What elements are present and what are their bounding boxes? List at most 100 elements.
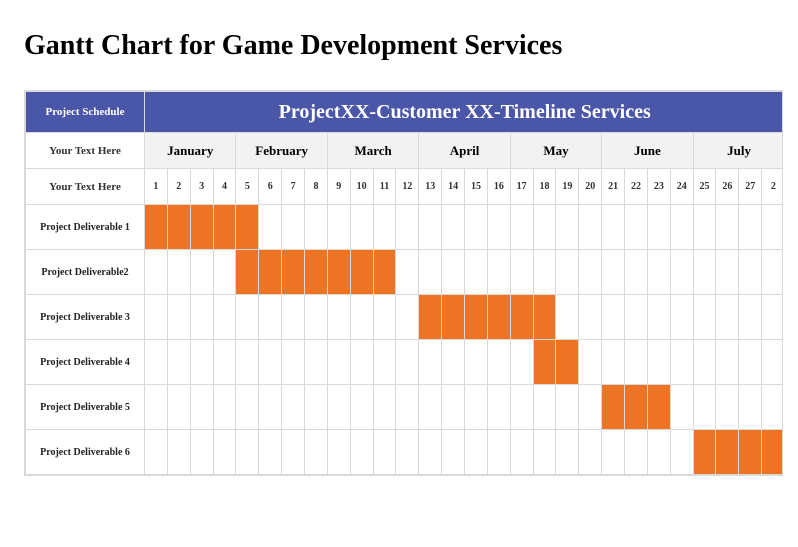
gantt-bar-cell bbox=[259, 250, 282, 295]
header-schedule-label: Project Schedule bbox=[26, 92, 145, 133]
gantt-bar-cell bbox=[510, 295, 533, 340]
gantt-task-row: Project Deliverable 1 bbox=[26, 205, 784, 250]
gantt-empty-cell bbox=[236, 340, 259, 385]
gantt-empty-cell bbox=[693, 340, 716, 385]
gantt-bar-cell bbox=[350, 250, 373, 295]
gantt-empty-cell bbox=[487, 385, 510, 430]
gantt-empty-cell bbox=[556, 295, 579, 340]
gantt-empty-cell bbox=[487, 340, 510, 385]
gantt-empty-cell bbox=[396, 430, 419, 475]
gantt-empty-cell bbox=[145, 385, 168, 430]
weeknum-header: 17 bbox=[510, 169, 533, 205]
gantt-empty-cell bbox=[396, 340, 419, 385]
gantt-empty-cell bbox=[762, 295, 783, 340]
gantt-empty-cell bbox=[739, 295, 762, 340]
weeknum-header: 23 bbox=[647, 169, 670, 205]
header-banner-title: ProjectXX-Customer XX-Timeline Services bbox=[145, 92, 784, 133]
gantt-empty-cell bbox=[602, 340, 625, 385]
weeknum-header: 6 bbox=[259, 169, 282, 205]
gantt-empty-cell bbox=[213, 430, 236, 475]
gantt-empty-cell bbox=[465, 250, 488, 295]
gantt-empty-cell bbox=[145, 295, 168, 340]
gantt-empty-cell bbox=[305, 205, 328, 250]
gantt-empty-cell bbox=[350, 205, 373, 250]
gantt-empty-cell bbox=[145, 430, 168, 475]
weeknum-header: 8 bbox=[305, 169, 328, 205]
gantt-empty-cell bbox=[602, 205, 625, 250]
gantt-empty-cell bbox=[213, 295, 236, 340]
gantt-empty-cell bbox=[213, 340, 236, 385]
gantt-empty-cell bbox=[465, 205, 488, 250]
weeknum-header: 24 bbox=[670, 169, 693, 205]
gantt-empty-cell bbox=[602, 295, 625, 340]
gantt-empty-cell bbox=[670, 430, 693, 475]
gantt-empty-cell bbox=[487, 250, 510, 295]
gantt-empty-cell bbox=[533, 430, 556, 475]
gantt-empty-cell bbox=[533, 205, 556, 250]
gantt-bar-cell bbox=[716, 430, 739, 475]
gantt-empty-cell bbox=[305, 295, 328, 340]
gantt-empty-cell bbox=[510, 340, 533, 385]
gantt-empty-cell bbox=[236, 295, 259, 340]
gantt-empty-cell bbox=[259, 205, 282, 250]
gantt-empty-cell bbox=[579, 340, 602, 385]
gantt-empty-cell bbox=[533, 250, 556, 295]
gantt-empty-cell bbox=[625, 250, 648, 295]
gantt-empty-cell bbox=[167, 385, 190, 430]
gantt-weeknum-row: Your Text Here 1234567891011121314151617… bbox=[26, 169, 784, 205]
gantt-empty-cell bbox=[465, 385, 488, 430]
gantt-empty-cell bbox=[373, 430, 396, 475]
gantt-empty-cell bbox=[190, 385, 213, 430]
gantt-empty-cell bbox=[716, 250, 739, 295]
gantt-empty-cell bbox=[762, 250, 783, 295]
gantt-empty-cell bbox=[579, 205, 602, 250]
weeknum-header: 16 bbox=[487, 169, 510, 205]
gantt-empty-cell bbox=[647, 250, 670, 295]
gantt-empty-cell bbox=[350, 295, 373, 340]
gantt-empty-cell bbox=[579, 385, 602, 430]
gantt-empty-cell bbox=[670, 205, 693, 250]
gantt-bar-cell bbox=[693, 430, 716, 475]
gantt-bar-cell bbox=[305, 250, 328, 295]
gantt-empty-cell bbox=[259, 385, 282, 430]
gantt-empty-cell bbox=[419, 205, 442, 250]
weeknum-header: 12 bbox=[396, 169, 419, 205]
gantt-task-row: Project Deliverable 5 bbox=[26, 385, 784, 430]
gantt-empty-cell bbox=[350, 340, 373, 385]
gantt-empty-cell bbox=[465, 340, 488, 385]
gantt-empty-cell bbox=[510, 205, 533, 250]
weeknum-header: 21 bbox=[602, 169, 625, 205]
weeknum-header: 13 bbox=[419, 169, 442, 205]
gantt-empty-cell bbox=[579, 430, 602, 475]
gantt-empty-cell bbox=[602, 250, 625, 295]
gantt-empty-cell bbox=[647, 430, 670, 475]
gantt-empty-cell bbox=[579, 250, 602, 295]
gantt-empty-cell bbox=[190, 250, 213, 295]
gantt-task-row: Project Deliverable 6 bbox=[26, 430, 784, 475]
gantt-empty-cell bbox=[259, 430, 282, 475]
gantt-empty-cell bbox=[373, 295, 396, 340]
month-header: July bbox=[693, 133, 783, 169]
gantt-bar-cell bbox=[327, 250, 350, 295]
gantt-bar-cell bbox=[487, 295, 510, 340]
gantt-empty-cell bbox=[350, 430, 373, 475]
gantt-empty-cell bbox=[533, 385, 556, 430]
gantt-empty-cell bbox=[213, 250, 236, 295]
gantt-empty-cell bbox=[693, 295, 716, 340]
month-header: May bbox=[510, 133, 601, 169]
gantt-empty-cell bbox=[510, 250, 533, 295]
gantt-empty-cell bbox=[145, 250, 168, 295]
gantt-bar-cell bbox=[465, 295, 488, 340]
weeknum-header: 2 bbox=[167, 169, 190, 205]
gantt-empty-cell bbox=[716, 385, 739, 430]
gantt-bar-cell bbox=[213, 205, 236, 250]
gantt-empty-cell bbox=[190, 340, 213, 385]
gantt-empty-cell bbox=[670, 295, 693, 340]
month-header: February bbox=[236, 133, 327, 169]
gantt-empty-cell bbox=[396, 250, 419, 295]
gantt-empty-cell bbox=[510, 430, 533, 475]
gantt-empty-cell bbox=[670, 385, 693, 430]
gantt-empty-cell bbox=[625, 205, 648, 250]
gantt-empty-cell bbox=[762, 385, 783, 430]
gantt-bar-cell bbox=[602, 385, 625, 430]
